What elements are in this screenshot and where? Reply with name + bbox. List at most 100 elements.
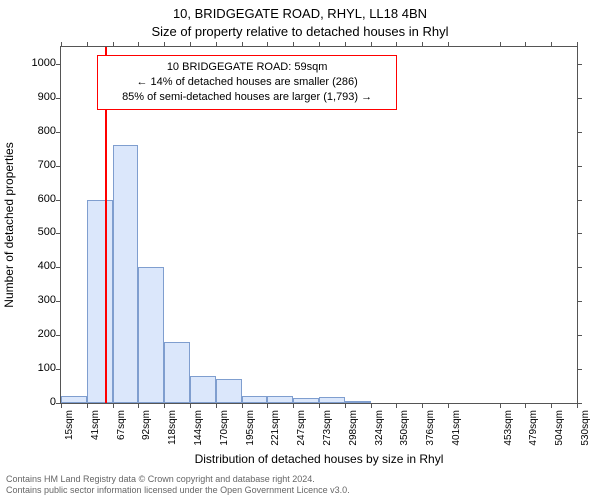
xtick-mark [293, 42, 294, 47]
xtick-mark [525, 42, 526, 47]
ytick-label: 400 [6, 260, 56, 272]
histogram-bar [293, 398, 319, 403]
xtick-mark [422, 42, 423, 47]
histogram-bar [87, 200, 113, 403]
xtick-mark [551, 403, 552, 408]
footer-line2: Contains public sector information licen… [6, 485, 350, 496]
xtick-label: 41sqm [90, 410, 101, 440]
x-axis-label: Distribution of detached houses by size … [60, 452, 578, 466]
xtick-mark [293, 403, 294, 408]
ytick-label: 300 [6, 294, 56, 306]
ytick-label: 600 [6, 193, 56, 205]
xtick-label: 144sqm [193, 410, 204, 446]
ytick-mark [577, 64, 582, 65]
ytick-mark [56, 301, 61, 302]
ytick-mark [577, 200, 582, 201]
xtick-label: 401sqm [451, 410, 462, 446]
ytick-mark [577, 301, 582, 302]
xtick-mark [551, 42, 552, 47]
xtick-mark [396, 42, 397, 47]
xtick-mark [61, 42, 62, 47]
xtick-mark [500, 42, 501, 47]
ytick-label: 1000 [6, 57, 56, 69]
ytick-mark [56, 166, 61, 167]
xtick-label: 504sqm [554, 410, 565, 446]
xtick-label: 376sqm [425, 410, 436, 446]
xtick-label: 298sqm [348, 410, 359, 446]
xtick-mark [267, 403, 268, 408]
xtick-mark [448, 403, 449, 408]
xtick-label: 273sqm [322, 410, 333, 446]
xtick-label: 479sqm [528, 410, 539, 446]
annotation-line1: 10 BRIDGEGATE ROAD: 59sqm [106, 60, 388, 75]
xtick-mark [525, 403, 526, 408]
xtick-label: 195sqm [245, 410, 256, 446]
xtick-mark [319, 403, 320, 408]
histogram-bar [164, 342, 190, 403]
xtick-mark [216, 403, 217, 408]
chart-container: 10, BRIDGEGATE ROAD, RHYL, LL18 4BN Size… [0, 0, 600, 500]
histogram-bar [216, 379, 242, 403]
xtick-mark [113, 42, 114, 47]
xtick-mark [422, 403, 423, 408]
footer-line1: Contains HM Land Registry data © Crown c… [6, 474, 350, 485]
ytick-label: 900 [6, 91, 56, 103]
xtick-label: 350sqm [399, 410, 410, 446]
xtick-mark [87, 42, 88, 47]
xtick-label: 453sqm [503, 410, 514, 446]
xtick-label: 324sqm [374, 410, 385, 446]
ytick-mark [577, 132, 582, 133]
xtick-label: 92sqm [141, 410, 152, 440]
footer-attribution: Contains HM Land Registry data © Crown c… [6, 474, 350, 497]
xtick-label: 118sqm [167, 410, 178, 445]
ytick-mark [577, 335, 582, 336]
xtick-mark [371, 42, 372, 47]
xtick-mark [164, 403, 165, 408]
xtick-mark [242, 42, 243, 47]
histogram-bar [113, 145, 139, 403]
ytick-mark [56, 335, 61, 336]
xtick-mark [500, 403, 501, 408]
xtick-mark [319, 42, 320, 47]
plot-area: 10 BRIDGEGATE ROAD: 59sqm← 14% of detach… [60, 46, 578, 404]
annotation-box: 10 BRIDGEGATE ROAD: 59sqm← 14% of detach… [97, 55, 397, 110]
xtick-label: 221sqm [270, 410, 281, 446]
xtick-mark [113, 403, 114, 408]
ytick-mark [56, 200, 61, 201]
annotation-line3: 85% of semi-detached houses are larger (… [106, 90, 388, 105]
xtick-mark [87, 403, 88, 408]
histogram-bar [138, 267, 164, 403]
ytick-label: 700 [6, 159, 56, 171]
title-sub: Size of property relative to detached ho… [0, 24, 600, 39]
xtick-mark [164, 42, 165, 47]
histogram-bar [61, 396, 87, 403]
ytick-label: 0 [6, 396, 56, 408]
xtick-mark [345, 403, 346, 408]
ytick-mark [577, 369, 582, 370]
histogram-bar [319, 397, 345, 403]
xtick-label: 170sqm [219, 410, 230, 446]
xtick-mark [267, 42, 268, 47]
xtick-mark [138, 42, 139, 47]
ytick-mark [577, 233, 582, 234]
histogram-bar [190, 376, 216, 403]
xtick-mark [242, 403, 243, 408]
xtick-label: 530sqm [580, 410, 591, 446]
xtick-mark [577, 403, 578, 408]
annotation-line2: ← 14% of detached houses are smaller (28… [106, 75, 388, 90]
xtick-mark [190, 42, 191, 47]
xtick-label: 15sqm [64, 410, 75, 440]
ytick-mark [577, 267, 582, 268]
xtick-label: 247sqm [296, 410, 307, 446]
histogram-bar [345, 401, 371, 403]
ytick-mark [56, 369, 61, 370]
ytick-mark [56, 132, 61, 133]
xtick-label: 67sqm [116, 410, 127, 440]
ytick-mark [577, 166, 582, 167]
ytick-label: 100 [6, 362, 56, 374]
xtick-mark [448, 42, 449, 47]
xtick-mark [345, 42, 346, 47]
xtick-mark [138, 403, 139, 408]
histogram-bar [267, 396, 293, 403]
ytick-mark [56, 267, 61, 268]
